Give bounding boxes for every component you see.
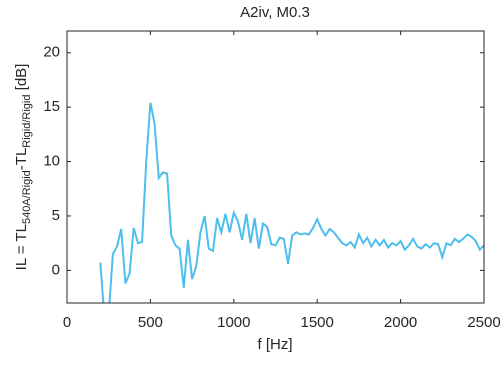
x-axis-label: f [Hz] — [257, 336, 292, 353]
x-tick-label: 1500 — [301, 314, 334, 331]
y-label-part: [dB] — [13, 64, 30, 95]
y-label-part: IL = TL — [13, 224, 30, 270]
y-axis-label: IL = TL540A/Rigid-TLRigid/Rigid [dB] — [13, 64, 33, 271]
y-tick-label: 15 — [43, 98, 60, 115]
y-tick-label: 5 — [52, 207, 60, 224]
plot-frame — [66, 30, 485, 304]
x-tick-label: 500 — [138, 314, 163, 331]
y-tick-label: 0 — [52, 261, 60, 278]
x-tick-label: 2000 — [384, 314, 417, 331]
y-tick-label: 10 — [43, 153, 60, 170]
x-tick-label: 2500 — [467, 314, 500, 331]
y-label-part: -TL — [13, 148, 30, 171]
y-tick-label: 20 — [43, 44, 60, 61]
y-label-sub: Rigid/Rigid — [21, 95, 33, 148]
data-line — [99, 102, 484, 303]
x-tick-label: 1000 — [217, 314, 250, 331]
chart-title: A2iv, M0.3 — [240, 4, 310, 21]
x-tick-label: 0 — [63, 314, 71, 331]
y-label-sub: 540A/Rigid — [21, 170, 33, 224]
